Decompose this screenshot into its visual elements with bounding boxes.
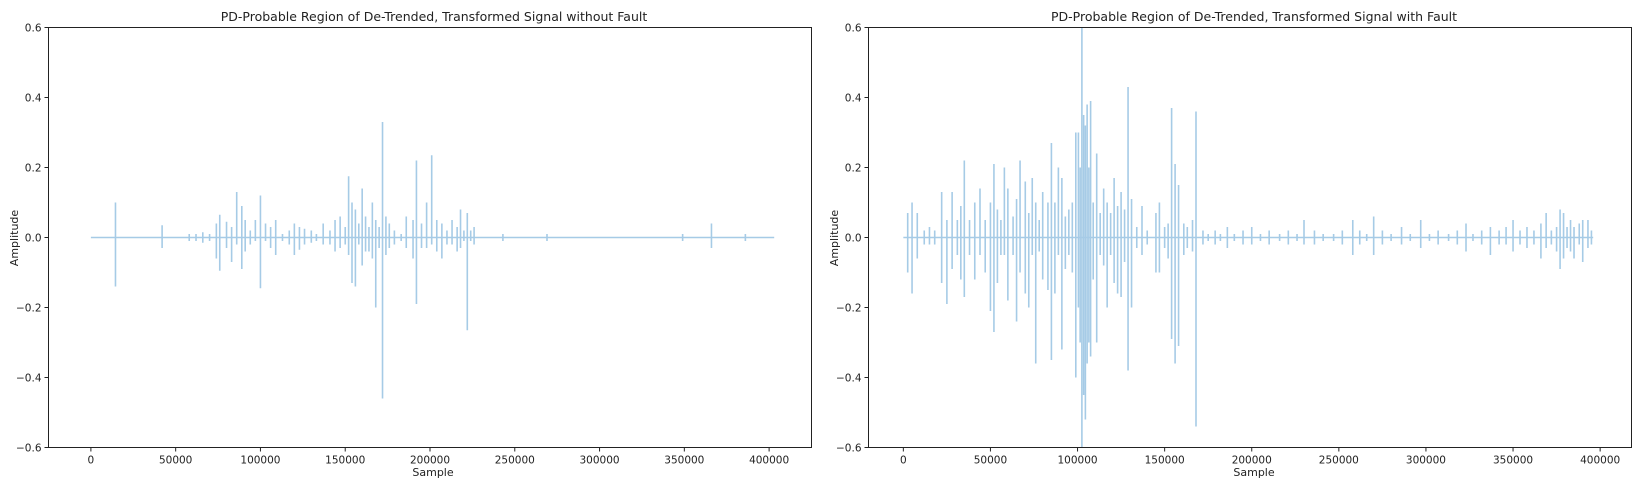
y-tick-label: 0.0 (25, 233, 42, 245)
x-tick-label: 250000 (1319, 455, 1359, 467)
x-tick-label: 0 (88, 455, 95, 467)
y-tick-label: 0.4 (845, 93, 862, 105)
axis-ticks: 0 50000 100000 150000 200000 250000 300000 3500… (836, 23, 1620, 467)
x-tick-label: 50000 (159, 455, 192, 467)
x-axis-label: Sample (1233, 466, 1274, 479)
x-tick-label: 200000 (410, 455, 450, 467)
x-tick-label: 50000 (974, 455, 1007, 467)
plot-area (90, 122, 775, 399)
x-tick-label: 150000 (325, 455, 365, 467)
y-tick-label: −0.4 (16, 373, 42, 385)
x-tick-label: 400000 (749, 455, 789, 467)
y-axis-label: Amplitude (8, 210, 21, 267)
axes-frame (48, 27, 812, 448)
y-tick-label: 0.6 (845, 23, 862, 35)
y-tick-label: 0.6 (25, 23, 42, 35)
y-tick-label: 0.2 (845, 163, 862, 175)
y-tick-label: −0.6 (16, 443, 42, 455)
x-tick-label: 400000 (1580, 455, 1620, 467)
y-tick-label: −0.2 (16, 303, 42, 315)
y-tick-label: 0.2 (25, 163, 42, 175)
x-tick-label: 350000 (1493, 455, 1533, 467)
y-axis-label: Amplitude (828, 210, 841, 267)
x-tick-label: 150000 (1145, 455, 1185, 467)
y-tick-label: 0.4 (25, 93, 42, 105)
axes-frame (868, 27, 1632, 448)
axis-ticks: 0 50000 100000 150000 200000 250000 300000 3500… (16, 23, 789, 467)
x-tick-label: 200000 (1232, 455, 1272, 467)
x-tick-label: 100000 (1057, 455, 1097, 467)
x-axis-label: Sample (412, 466, 453, 479)
y-tick-label: −0.2 (836, 303, 862, 315)
chart-without-fault: PD-Probable Region of De-Trended, Transf… (8, 9, 812, 479)
x-tick-label: 350000 (664, 455, 704, 467)
y-tick-label: 0.0 (845, 233, 862, 245)
chart-title: PD-Probable Region of De-Trended, Transf… (221, 9, 648, 24)
x-tick-label: 0 (900, 455, 907, 467)
x-tick-label: 100000 (240, 455, 280, 467)
x-tick-label: 250000 (495, 455, 535, 467)
plot-area (903, 27, 1594, 448)
chart-with-fault: PD-Probable Region of De-Trended, Transf… (828, 9, 1632, 479)
chart-title: PD-Probable Region of De-Trended, Transf… (1051, 9, 1457, 24)
x-tick-label: 300000 (580, 455, 620, 467)
y-tick-label: −0.6 (836, 443, 862, 455)
x-tick-label: 300000 (1406, 455, 1446, 467)
y-tick-label: −0.4 (836, 373, 862, 385)
